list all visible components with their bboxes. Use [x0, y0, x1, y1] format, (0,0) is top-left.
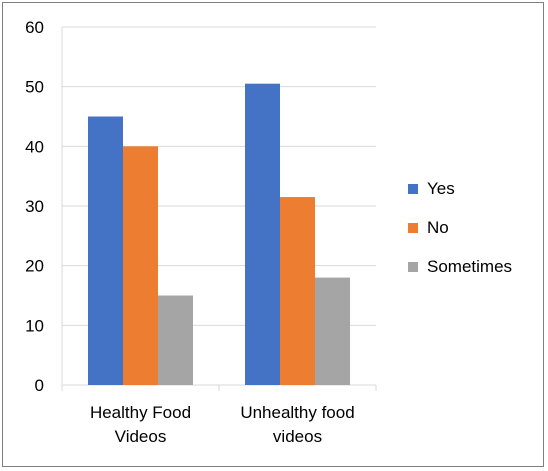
legend-swatch-sometimes	[408, 262, 418, 272]
y-tick-label: 50	[25, 78, 44, 97]
legend-swatch-no	[408, 223, 418, 233]
y-tick-label: 10	[25, 316, 44, 335]
category-label: Unhealthy food	[240, 403, 354, 422]
y-tick-label: 40	[25, 137, 44, 156]
y-tick-label: 60	[25, 18, 44, 37]
category-label: Healthy Food	[90, 403, 191, 422]
bar-no-1	[123, 146, 158, 385]
bar-yes-1	[88, 116, 123, 385]
bar-sometimes-1	[158, 295, 193, 385]
y-tick-label: 0	[35, 376, 44, 395]
y-tick-label: 30	[25, 197, 44, 216]
category-label: Videos	[115, 427, 167, 446]
category-label: videos	[273, 427, 322, 446]
legend-swatch-yes	[408, 184, 418, 194]
bar-sometimes-2	[315, 277, 350, 385]
bar-yes-2	[245, 83, 280, 385]
legend-label-yes: Yes	[427, 179, 455, 198]
legend-label-no: No	[427, 218, 449, 237]
y-tick-label: 20	[25, 257, 44, 276]
legend-label-sometimes: Sometimes	[427, 257, 512, 276]
bar-no-2	[280, 197, 315, 385]
